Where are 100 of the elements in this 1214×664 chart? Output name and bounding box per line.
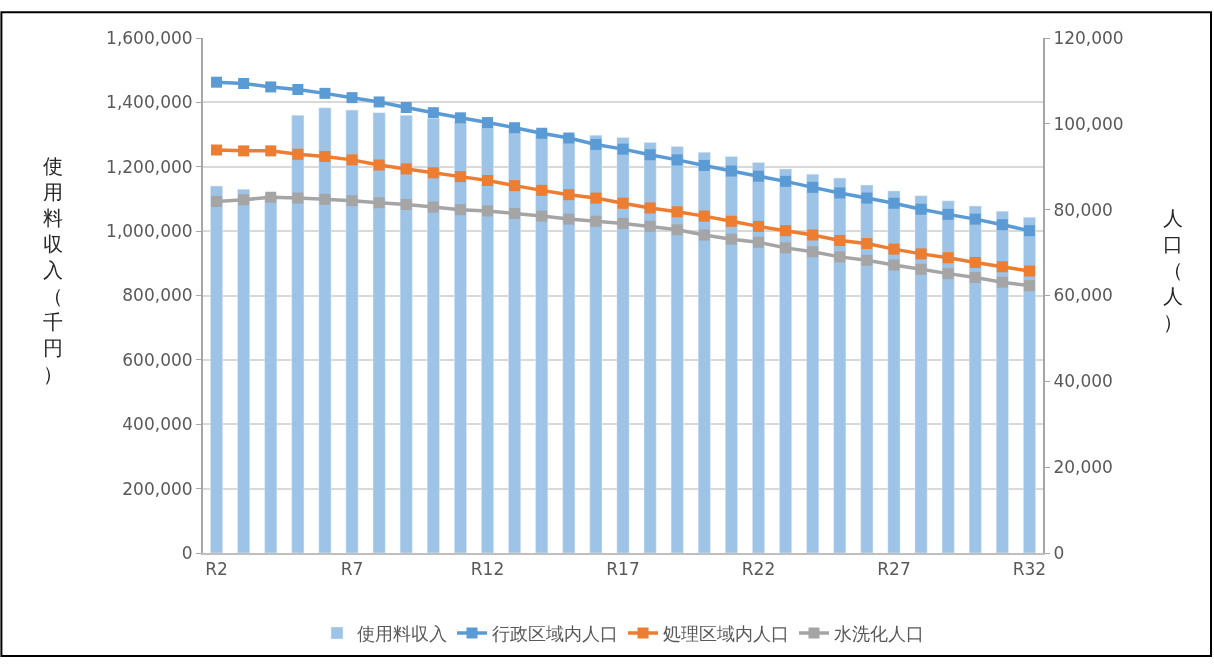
point bbox=[319, 193, 331, 205]
bar bbox=[887, 190, 901, 553]
y2-tick-label: 20,000 bbox=[1053, 457, 1113, 478]
point bbox=[834, 235, 846, 247]
point bbox=[482, 174, 494, 186]
point bbox=[454, 171, 466, 183]
point bbox=[807, 246, 819, 258]
x-tick-label: R27 bbox=[877, 559, 911, 580]
bar bbox=[914, 195, 928, 553]
bar bbox=[833, 177, 847, 553]
point bbox=[969, 213, 981, 225]
y2-axis-title: 人口（人） bbox=[1163, 206, 1183, 334]
point bbox=[644, 220, 656, 232]
point bbox=[292, 148, 304, 160]
y2-tick-label: 60,000 bbox=[1053, 285, 1113, 306]
point bbox=[427, 201, 439, 213]
bar bbox=[697, 152, 711, 553]
point bbox=[292, 84, 304, 95]
y-tick-label: 600,000 bbox=[122, 349, 193, 370]
point bbox=[373, 96, 385, 108]
y2-tick-label: 40,000 bbox=[1053, 371, 1113, 392]
point bbox=[211, 144, 223, 156]
y-tick-label: 200,000 bbox=[122, 478, 193, 499]
y-tick-label: 1,600,000 bbox=[106, 27, 193, 48]
point bbox=[644, 202, 656, 214]
text: 使用料収入（千円） bbox=[43, 154, 63, 386]
point bbox=[644, 149, 656, 161]
point bbox=[590, 192, 602, 204]
point bbox=[996, 219, 1008, 231]
point bbox=[563, 189, 575, 201]
bar bbox=[562, 134, 576, 553]
point bbox=[698, 159, 710, 171]
bar bbox=[237, 189, 250, 553]
bar bbox=[670, 146, 684, 553]
y-tick-label: 0 bbox=[181, 542, 193, 563]
legend-label: 行政区域内人口 bbox=[492, 623, 618, 645]
bar bbox=[941, 200, 955, 553]
point bbox=[211, 76, 223, 88]
point bbox=[942, 208, 954, 220]
point bbox=[238, 77, 250, 89]
y-tick-label: 400,000 bbox=[122, 414, 193, 435]
x-tick-label: R12 bbox=[470, 559, 505, 580]
point bbox=[346, 195, 358, 207]
point bbox=[834, 187, 846, 199]
point bbox=[888, 243, 900, 255]
point bbox=[888, 259, 900, 271]
point bbox=[996, 276, 1008, 288]
point bbox=[617, 217, 629, 229]
point bbox=[698, 229, 710, 241]
x-tick-label: R22 bbox=[741, 559, 776, 580]
y-tick-label: 1,200,000 bbox=[106, 156, 193, 177]
point bbox=[725, 215, 737, 227]
point bbox=[454, 204, 466, 216]
point bbox=[780, 225, 792, 237]
point bbox=[617, 197, 629, 209]
point bbox=[969, 256, 981, 268]
point bbox=[671, 154, 683, 166]
point bbox=[265, 81, 277, 93]
bar bbox=[968, 205, 982, 553]
point bbox=[834, 251, 846, 263]
legend-label: 使用料収入 bbox=[357, 623, 447, 645]
point bbox=[563, 213, 575, 225]
point bbox=[915, 248, 927, 260]
point bbox=[996, 261, 1008, 273]
bar bbox=[1023, 217, 1036, 553]
bar bbox=[779, 168, 792, 553]
point bbox=[509, 180, 521, 192]
bar bbox=[318, 107, 332, 553]
bar bbox=[725, 156, 738, 553]
bar bbox=[616, 137, 630, 553]
point bbox=[319, 87, 331, 99]
bar bbox=[345, 109, 359, 553]
y-tick-label: 1,000,000 bbox=[106, 221, 193, 242]
point bbox=[454, 112, 466, 124]
x-tick-label: R17 bbox=[606, 559, 640, 580]
point bbox=[807, 229, 819, 241]
bar bbox=[752, 162, 765, 553]
bar bbox=[535, 131, 549, 553]
point bbox=[265, 145, 277, 157]
point bbox=[725, 165, 737, 177]
point bbox=[427, 167, 439, 179]
bar bbox=[806, 173, 820, 553]
bar bbox=[481, 124, 494, 553]
bar bbox=[996, 210, 1009, 553]
bar bbox=[264, 195, 278, 553]
point bbox=[752, 170, 764, 182]
point bbox=[536, 210, 548, 222]
bar bbox=[291, 115, 305, 553]
point bbox=[942, 252, 954, 264]
point bbox=[780, 175, 792, 187]
x-tick-label: R2 bbox=[205, 559, 228, 580]
point bbox=[482, 205, 494, 217]
point bbox=[1023, 280, 1035, 292]
y-tick-label: 800,000 bbox=[122, 285, 193, 306]
bar bbox=[426, 118, 440, 553]
point bbox=[752, 236, 764, 248]
bar bbox=[589, 134, 603, 553]
point bbox=[536, 184, 548, 196]
point bbox=[752, 220, 764, 232]
point bbox=[482, 117, 494, 129]
